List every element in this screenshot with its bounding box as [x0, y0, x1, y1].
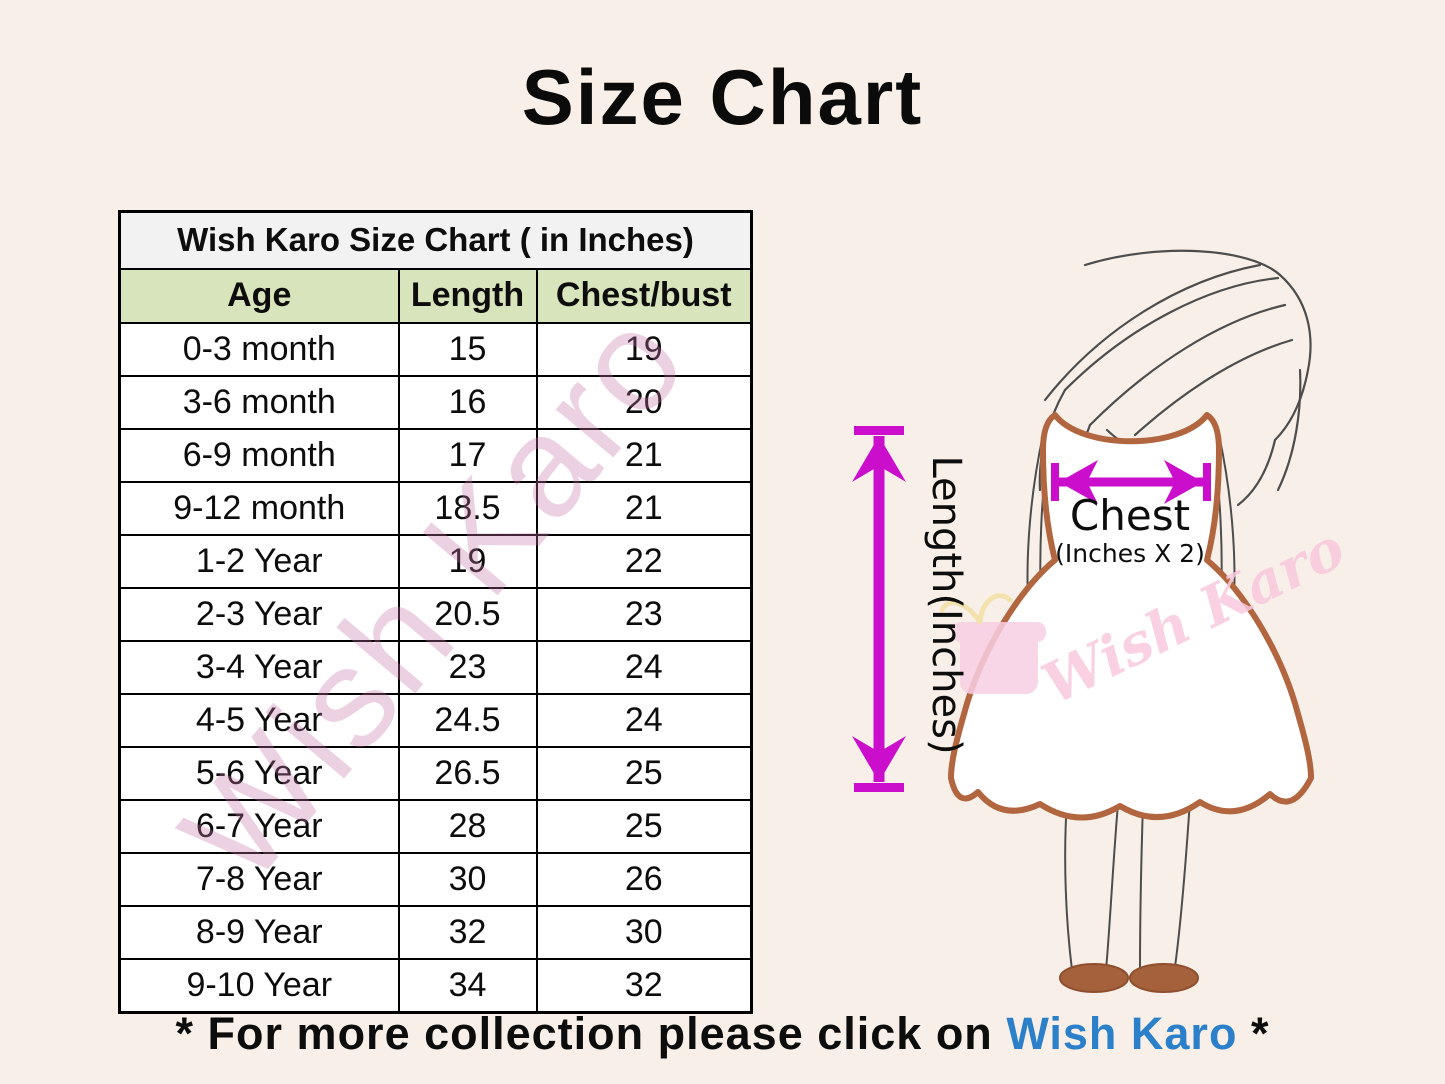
length-cell: 17	[397, 428, 538, 483]
length-cell: 24.5	[397, 693, 538, 748]
length-cell: 28	[397, 799, 538, 854]
shoes	[1059, 963, 1199, 993]
table-row: 1-2 Year 19 22	[118, 534, 753, 589]
chest-cell: 20	[535, 375, 753, 430]
table-row: 8-9 Year 32 30	[118, 905, 753, 960]
age-cell: 1-2 Year	[118, 534, 400, 589]
age-cell: 7-8 Year	[118, 852, 400, 907]
length-cell: 19	[397, 534, 538, 589]
table-row: 7-8 Year 30 26	[118, 852, 753, 907]
page-title: Size Chart	[521, 53, 924, 141]
age-cell: 9-10 Year	[118, 958, 400, 1014]
length-label: Length(Inches)	[923, 455, 969, 754]
chest-cell: 24	[535, 640, 753, 695]
age-cell: 6-9 month	[118, 428, 400, 483]
length-arrow	[852, 426, 906, 792]
age-cell: 3-6 month	[118, 375, 400, 430]
chest-cell: 26	[535, 852, 753, 907]
table-row: 5-6 Year 26.5 25	[118, 746, 753, 801]
table-title-row: Wish Karo Size Chart ( in Inches)	[118, 210, 753, 270]
chest-sublabel: (Inches X 2)	[1055, 539, 1205, 568]
table-row: 9-12 month 18.5 21	[118, 481, 753, 536]
age-cell: 4-5 Year	[118, 693, 400, 748]
col-header-age: Age	[118, 268, 400, 324]
table-row: 6-7 Year 28 25	[118, 799, 753, 854]
table-header-row: Age Length Chest/bust	[118, 268, 753, 324]
hair-sketch	[1038, 249, 1312, 517]
length-cell: 34	[397, 958, 538, 1014]
chest-cell: 25	[535, 799, 753, 854]
chest-label: Chest	[1070, 491, 1190, 540]
dress-outline	[948, 412, 1314, 821]
table-row: 9-10 Year 34 32	[118, 958, 753, 1014]
length-cell: 20.5	[397, 587, 538, 642]
chest-cell: 21	[535, 428, 753, 483]
chest-cell: 19	[535, 322, 753, 377]
chest-cell: 32	[535, 958, 753, 1014]
footer-note: * For more collection please click on Wi…	[0, 1008, 1445, 1060]
chest-arrow	[1051, 460, 1211, 504]
length-cell: 15	[397, 322, 538, 377]
table-row: 6-9 month 17 21	[118, 428, 753, 483]
age-cell: 2-3 Year	[118, 587, 400, 642]
footer-text-prefix: * For more collection please click on	[175, 1008, 1007, 1059]
age-cell: 8-9 Year	[118, 905, 400, 960]
length-cell: 23	[397, 640, 538, 695]
chest-cell: 24	[535, 693, 753, 748]
table-row: 2-3 Year 20.5 23	[118, 587, 753, 642]
chest-cell: 25	[535, 746, 753, 801]
length-cell: 26.5	[397, 746, 538, 801]
size-chart-table: Wish Karo Size Chart ( in Inches) Age Le…	[118, 210, 753, 1014]
chest-cell: 30	[535, 905, 753, 960]
footer-text-suffix: *	[1237, 1008, 1270, 1059]
length-cell: 30	[397, 852, 538, 907]
table-row: 0-3 month 15 19	[118, 322, 753, 377]
age-cell: 6-7 Year	[118, 799, 400, 854]
table-row: 3-4 Year 23 24	[118, 640, 753, 695]
age-cell: 0-3 month	[118, 322, 400, 377]
chest-cell: 23	[535, 587, 753, 642]
col-header-length: Length	[397, 268, 538, 324]
girl-dress-illustration: Wish Karo Length(Inches) Chest (Inches X…	[852, 249, 1345, 993]
age-cell: 5-6 Year	[118, 746, 400, 801]
wish-karo-link[interactable]: Wish Karo	[1006, 1008, 1238, 1059]
chest-cell: 22	[535, 534, 753, 589]
length-cell: 16	[397, 375, 538, 430]
legs-sketch	[1064, 799, 1191, 971]
table-title: Wish Karo Size Chart ( in Inches)	[118, 210, 753, 270]
col-header-chest: Chest/bust	[535, 268, 753, 324]
length-cell: 18.5	[397, 481, 538, 536]
table-row: 4-5 Year 24.5 24	[118, 693, 753, 748]
table-row: 3-6 month 16 20	[118, 375, 753, 430]
age-cell: 3-4 Year	[118, 640, 400, 695]
chest-cell: 21	[535, 481, 753, 536]
length-cell: 32	[397, 905, 538, 960]
age-cell: 9-12 month	[118, 481, 400, 536]
